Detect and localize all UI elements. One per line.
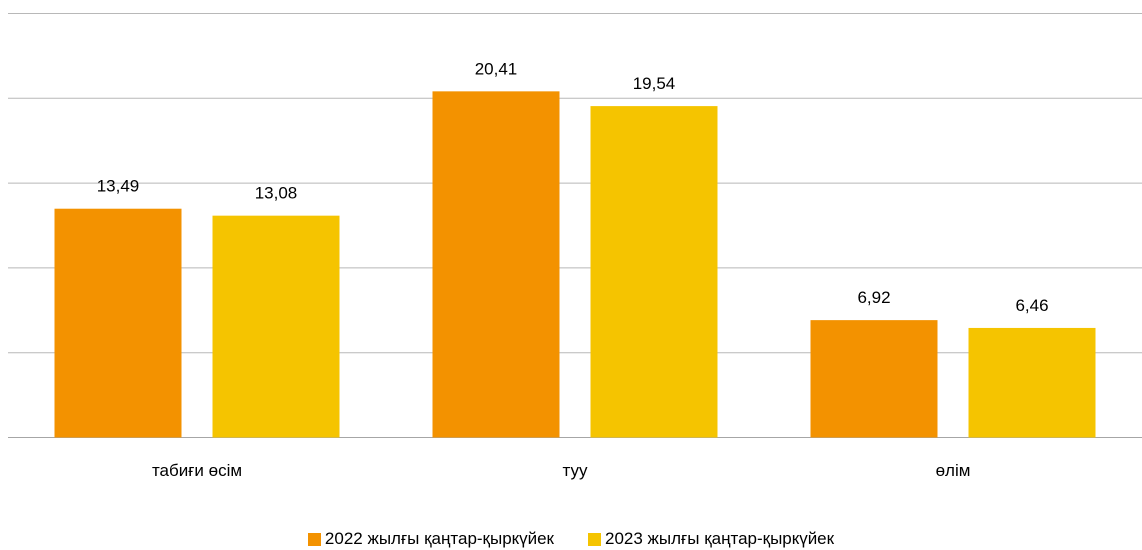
legend-item-2023: 2023 жылғы қаңтар-қыркүйек <box>588 529 834 549</box>
legend-item-2022: 2022 жылғы қаңтар-қыркүйек <box>307 529 554 549</box>
data-label: 13,49 <box>97 177 140 196</box>
bar <box>968 327 1096 438</box>
value-labels: 13,49 13,08 20,41 19,54 6,92 6,46 <box>97 59 1049 315</box>
bar <box>54 208 182 438</box>
legend-swatch-2023 <box>588 532 601 546</box>
data-label: 13,08 <box>255 184 298 203</box>
category-label: туу <box>563 461 588 480</box>
bar <box>432 91 560 438</box>
data-label: 6,92 <box>857 288 890 307</box>
bar <box>590 106 718 438</box>
legend-label-2022: 2022 жылғы қаңтар-қыркүйек <box>324 529 554 548</box>
category-label: өлім <box>936 461 971 480</box>
legend-label-2023: 2023 жылғы қаңтар-қыркүйек <box>605 529 835 548</box>
bar-chart: 13,49 13,08 20,41 19,54 6,92 6,46 табиғи өсім… <box>8 13 1142 480</box>
category-label: табиғи өсім <box>152 461 242 480</box>
legend: 2022 жылғы қаңтар-қыркүйек 2023 жылғы қа… <box>0 528 1142 550</box>
data-label: 20,41 <box>475 59 518 78</box>
data-label: 6,46 <box>1015 296 1048 315</box>
legend-swatch-2022 <box>307 532 321 546</box>
bars <box>54 91 1096 438</box>
bar <box>810 320 938 438</box>
data-label: 19,54 <box>633 74 676 93</box>
bar <box>212 215 340 438</box>
gridlines <box>8 13 1142 438</box>
category-labels: табиғи өсім туу өлім <box>152 461 970 480</box>
